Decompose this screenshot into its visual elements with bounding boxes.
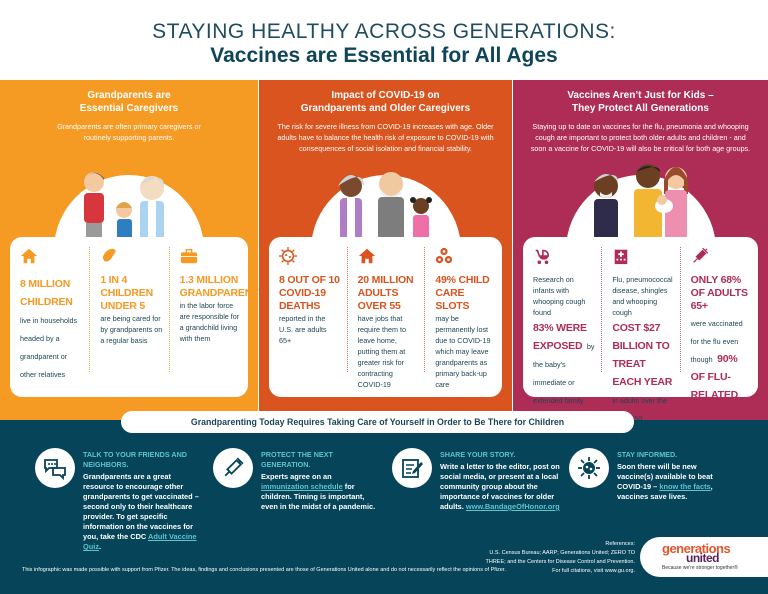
- stat-8-million-children: 8 MILLION CHILDREN live in households he…: [10, 247, 89, 379]
- stat-27-billion-cost: Flu, pneumococcal disease, shingles and …: [601, 247, 679, 423]
- stat-pretext: Research on infants with whooping cough …: [533, 275, 586, 317]
- column-title: Impact of COVID-19 on Grandparents and O…: [300, 90, 471, 114]
- stat-highlight: 8 OUT OF 10 COVID-19 DEATHS: [279, 274, 340, 312]
- tip-title: TALK TO YOUR FRIENDS AND NEIGHBORS.: [83, 450, 187, 469]
- stat-highlight: COST $27 BILLION TO TREAT EACH YEAR: [612, 322, 673, 388]
- syringe-icon: [224, 457, 244, 477]
- notepad-pen-icon: [402, 459, 423, 478]
- stat-8-out-of-10-deaths: 8 OUT OF 10 COVID-19 DEATHS reported in …: [269, 247, 347, 372]
- stat-1-3-million-grandparents: 1.3 MILLION GRANDPARENTS in the labor fo…: [168, 247, 266, 372]
- column-description: The risk for severe illness from COVID-1…: [277, 122, 494, 153]
- stat-text: have jobs that require them to leave hom…: [357, 314, 406, 389]
- stat-49-percent-child-care: 49% CHILD CARE SLOTS may be permanently …: [424, 247, 502, 389]
- immunization-schedule-link[interactable]: immunization schedule: [261, 482, 343, 491]
- header: STAYING HEALTHY ACROSS GENERATIONS: Vacc…: [0, 0, 768, 80]
- logo-tagline: Because we're stronger together®: [662, 565, 738, 571]
- column-title: Vaccines Aren’t Just for Kids – They Pro…: [567, 90, 714, 114]
- tip-text: Grandparents are a great resource to enc…: [83, 472, 199, 551]
- title-line-1: STAYING HEALTHY ACROSS GENERATIONS:: [152, 20, 616, 43]
- stat-83-percent-exposed: Research on infants with whooping cough …: [523, 247, 601, 405]
- adult-vaccine-quiz-link[interactable]: Adult Vaccine Quiz: [83, 532, 197, 551]
- family-illustration: [84, 172, 164, 240]
- tip-icon-circle: [569, 448, 609, 488]
- stat-text: reported in the U.S. are adults 65+: [279, 314, 327, 345]
- column-title: Grandparents are Essential Caregivers: [79, 90, 179, 114]
- house-icon: [20, 248, 38, 264]
- tip-title: SHARE YOUR STORY.: [440, 450, 516, 459]
- column-covid-impact: Impact of COVID-19 on Grandparents and O…: [259, 80, 512, 420]
- stats-card: Research on infants with whooping cough …: [523, 237, 768, 478]
- virus-icon: [279, 247, 297, 265]
- syringe-icon: [692, 247, 708, 263]
- column-description: Grandparents are often primary caregiver…: [57, 122, 201, 142]
- abc-blocks-icon: [436, 247, 453, 264]
- title-line-2: Vaccines are Essential for All Ages: [210, 44, 558, 67]
- know-the-facts-link[interactable]: know the facts: [659, 482, 711, 491]
- stat-highlight: 20 MILLION ADULTS OVER 55: [357, 274, 414, 312]
- stat-1-in-4-children: 1 IN 4 CHILDREN UNDER 5 are being cared …: [89, 247, 168, 372]
- stat-highlight: 1 IN 4 CHILDREN UNDER 5: [100, 274, 153, 312]
- section-banner: Grandparenting Today Requires Taking Car…: [121, 411, 634, 433]
- stat-highlight: 83% WERE EXPOSED: [533, 322, 587, 352]
- stat-text: by the baby's immediate or extended fami…: [533, 342, 595, 405]
- tip-icon-circle: [392, 448, 432, 488]
- briefcase-icon: [180, 249, 197, 264]
- tip-icon-circle: [213, 448, 253, 488]
- baby-stroller-icon: [535, 249, 550, 265]
- references: References: U.S. Census Bureau; AARP; Ge…: [485, 541, 636, 574]
- house-icon: [358, 248, 375, 264]
- chat-bubbles-icon: [44, 459, 66, 480]
- stat-68-percent-vaccinated: ONLY 68% OF ADULTS 65+ were vaccinated f…: [679, 247, 768, 478]
- tips-section: [0, 420, 768, 594]
- stat-highlight: 1.3 MILLION GRANDPARENTS: [179, 274, 266, 299]
- tip-text: Soon there will be new vaccine(s) availa…: [617, 462, 713, 501]
- tip-title: PROTECT THE NEXT GENERATION.: [261, 450, 333, 469]
- column-vaccines: Vaccines Aren’t Just for Kids – They Pro…: [513, 80, 768, 478]
- stats-card: 8 OUT OF 10 COVID-19 DEATHS reported in …: [269, 237, 502, 397]
- multigenerational-family-illustration: [593, 164, 688, 240]
- stat-text: live in households headed by a grandpare…: [20, 316, 78, 379]
- stat-text: were vaccinated for the flu even though: [690, 319, 743, 364]
- stat-highlight: 8 MILLION CHILDREN: [20, 278, 73, 308]
- stat-text: are being cared for by grandparents on a…: [100, 314, 163, 345]
- support-disclaimer: This infographic was made possible with …: [22, 567, 506, 573]
- stats-card: 8 MILLION CHILDREN live in households he…: [10, 237, 266, 397]
- column-description: Staying up to date on vaccines for the f…: [530, 122, 751, 153]
- generations-united-logo: generations united Because we're stronge…: [640, 537, 768, 577]
- logo-text-generations: generations: [662, 541, 731, 556]
- logo-text-united: united: [686, 551, 720, 565]
- stat-text: may be permanently lost due to COVID-19 …: [435, 314, 491, 389]
- tip-text: Write a letter to the editor, post on so…: [440, 462, 560, 511]
- virus-icon: [578, 457, 600, 479]
- hospital-icon: [615, 249, 628, 265]
- bandage-of-honor-link[interactable]: www.BandageOfHonor.org: [465, 502, 560, 511]
- stat-text: in the labor force are responsible for a…: [179, 301, 240, 343]
- tip-icon-circle: [35, 448, 75, 488]
- grandparents-child-illustration: [337, 172, 432, 240]
- tip-title: STAY INFORMED.: [617, 450, 678, 459]
- column-caregivers: Grandparents are Essential Caregivers Gr…: [0, 80, 266, 420]
- stat-pretext: Flu, pneumococcal disease, shingles and …: [612, 275, 673, 317]
- tip-text: Experts agree on an immunization schedul…: [261, 472, 376, 511]
- stat-highlight: ONLY 68% OF ADULTS 65+: [690, 274, 748, 312]
- helping-hand-icon: [103, 248, 116, 262]
- stat-highlight: 49% CHILD CARE SLOTS: [435, 274, 490, 312]
- stat-20-million-adults: 20 MILLION ADULTS OVER 55 have jobs that…: [346, 247, 425, 389]
